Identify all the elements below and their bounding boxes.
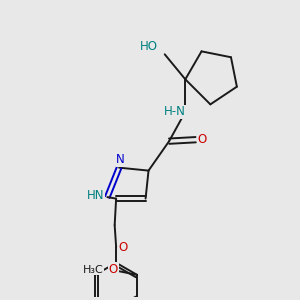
Text: O: O — [109, 263, 118, 276]
Text: HN: HN — [87, 189, 104, 202]
Text: HO: HO — [140, 40, 158, 53]
Text: O: O — [119, 241, 128, 254]
Text: H-N: H-N — [164, 105, 186, 118]
Text: H₃C: H₃C — [82, 265, 103, 275]
Text: N: N — [116, 153, 125, 166]
Text: O: O — [197, 133, 207, 146]
